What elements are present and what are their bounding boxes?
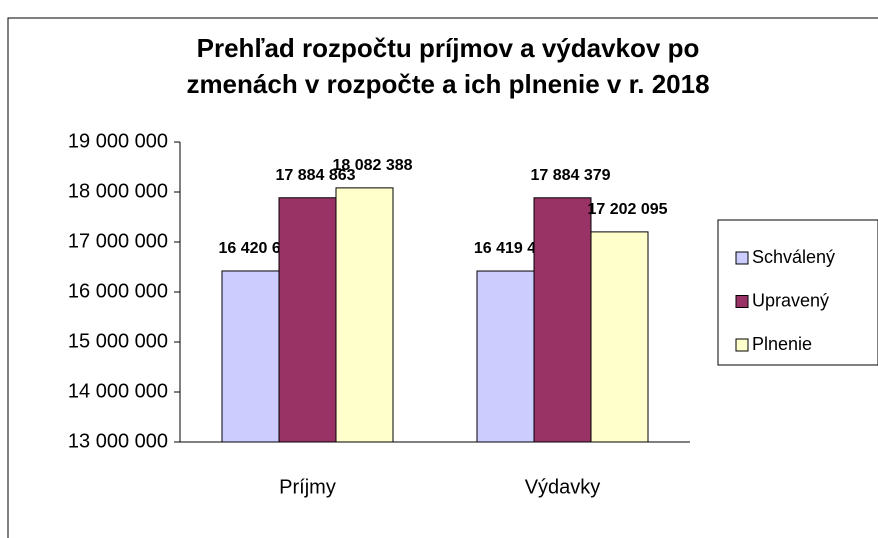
bar xyxy=(476,270,535,443)
x-tick-label: Príjmy xyxy=(279,476,336,498)
value-label: 17 884 863 xyxy=(275,167,355,184)
y-tick-label: 18 000 000 xyxy=(68,180,168,202)
value-label: 17 884 379 xyxy=(530,167,610,184)
bar xyxy=(278,197,337,443)
y-tick-label: 15 000 000 xyxy=(68,330,168,352)
legend-label: Plnenie xyxy=(752,334,812,354)
value-label: 17 202 095 xyxy=(587,201,667,218)
y-tick-label: 14 000 000 xyxy=(68,380,168,402)
y-tick-label: 19 000 000 xyxy=(68,130,168,152)
bar xyxy=(533,197,592,443)
y-tick-label: 17 000 000 xyxy=(68,230,168,252)
y-tick-label: 13 000 000 xyxy=(68,430,168,452)
value-label: 18 082 388 xyxy=(332,157,412,174)
legend-swatch xyxy=(735,295,749,308)
bar xyxy=(221,270,280,443)
y-tick-label: 16 000 000 xyxy=(68,280,168,302)
bar xyxy=(335,187,394,443)
chart-title: zmenách v rozpočte a ich plnenie v r. 20… xyxy=(186,69,709,99)
bar xyxy=(590,231,649,443)
legend-label: Schválený xyxy=(752,247,835,267)
legend-swatch xyxy=(735,338,749,352)
chart-frame xyxy=(7,17,878,538)
chart-title: Prehľad rozpočtu príjmov a výdavkov po xyxy=(197,33,700,63)
x-tick-label: Výdavky xyxy=(525,476,601,498)
legend-label: Upravený xyxy=(752,290,829,310)
value-label: 16 419 411 xyxy=(474,240,553,257)
legend-swatch xyxy=(735,251,749,265)
